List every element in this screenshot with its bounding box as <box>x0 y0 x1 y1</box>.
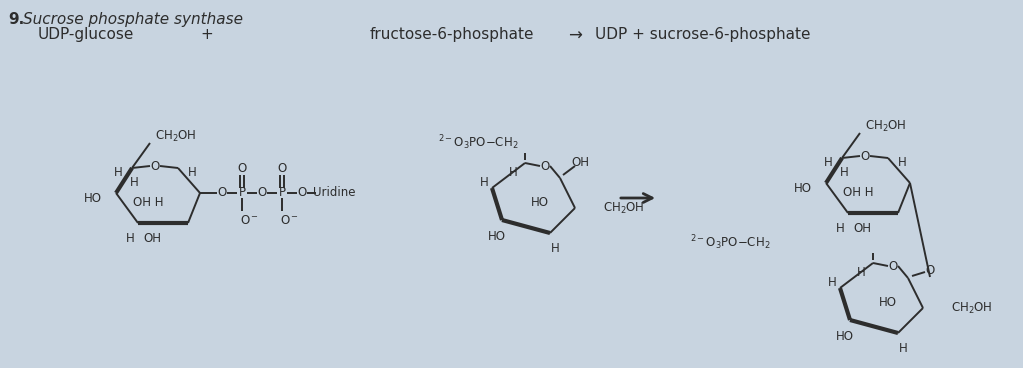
Text: P: P <box>238 187 246 199</box>
Text: O: O <box>237 163 247 176</box>
Text: P: P <box>278 187 285 199</box>
Text: O: O <box>926 263 935 276</box>
Text: H: H <box>897 156 906 170</box>
Text: H: H <box>508 166 518 180</box>
Text: HO: HO <box>836 329 854 343</box>
Text: HO: HO <box>531 197 549 209</box>
Text: H: H <box>898 343 907 355</box>
Text: H: H <box>856 266 865 280</box>
Text: OH: OH <box>143 233 161 245</box>
Text: O: O <box>277 163 286 176</box>
Text: H: H <box>114 166 123 180</box>
Text: H: H <box>824 156 833 170</box>
Text: O: O <box>860 149 870 163</box>
Text: O: O <box>150 159 160 173</box>
Text: H: H <box>126 233 134 245</box>
Text: Uridine: Uridine <box>313 187 355 199</box>
Text: UDP + sucrose-6-phosphate: UDP + sucrose-6-phosphate <box>595 27 810 42</box>
Text: H: H <box>480 177 488 190</box>
Text: OH: OH <box>571 156 589 170</box>
Text: OH: OH <box>853 223 871 236</box>
Text: H: H <box>828 276 837 290</box>
Text: O: O <box>888 259 897 272</box>
Text: O$^-$: O$^-$ <box>240 213 259 226</box>
Text: O: O <box>298 187 307 199</box>
Text: HO: HO <box>488 230 506 243</box>
Text: O$^-$: O$^-$ <box>280 213 299 226</box>
Text: CH$_2$OH: CH$_2$OH <box>951 300 992 315</box>
Text: →: → <box>568 27 582 45</box>
Text: $^{2-}$O$_3$PO$-$CH$_2$: $^{2-}$O$_3$PO$-$CH$_2$ <box>438 134 519 152</box>
Text: 9.: 9. <box>8 12 25 27</box>
Text: +: + <box>201 27 213 42</box>
Text: CH$_2$OH: CH$_2$OH <box>865 118 906 134</box>
Text: H: H <box>187 166 196 180</box>
Text: OH H: OH H <box>843 187 874 199</box>
Text: H: H <box>550 243 560 255</box>
Text: HO: HO <box>794 181 812 195</box>
Text: fructose-6-phosphate: fructose-6-phosphate <box>370 27 534 42</box>
Text: HO: HO <box>84 191 102 205</box>
Text: OH H: OH H <box>133 197 164 209</box>
Text: CH$_2$OH: CH$_2$OH <box>155 128 196 144</box>
Text: $^{2-}$O$_3$PO$-$CH$_2$: $^{2-}$O$_3$PO$-$CH$_2$ <box>690 234 770 252</box>
Text: O: O <box>258 187 267 199</box>
Text: UDP-glucose: UDP-glucose <box>38 27 134 42</box>
Text: O: O <box>540 159 549 173</box>
Text: CH$_2$OH: CH$_2$OH <box>603 201 644 216</box>
Text: H: H <box>836 223 844 236</box>
Text: H: H <box>130 176 138 188</box>
Text: H: H <box>840 166 848 178</box>
Text: Sucrose phosphate synthase: Sucrose phosphate synthase <box>23 12 243 27</box>
Text: O: O <box>217 187 227 199</box>
Text: HO: HO <box>879 297 897 309</box>
